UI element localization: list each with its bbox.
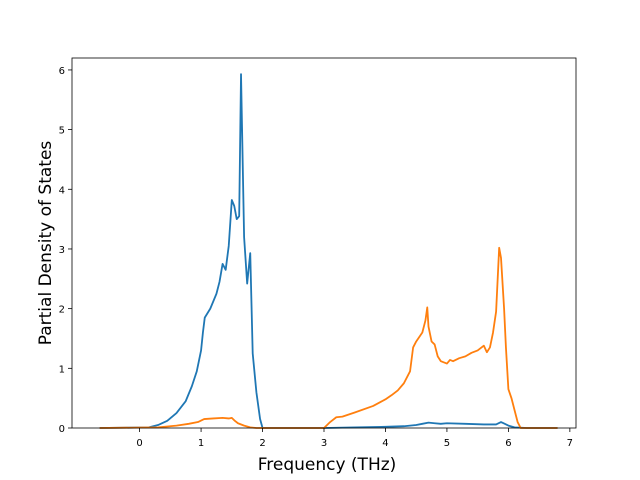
y-tick-label: 2 <box>59 305 65 316</box>
y-axis-ticks: 0 1 2 3 4 5 6 <box>59 66 72 435</box>
y-tick-label: 0 <box>59 424 65 435</box>
y-axis-label: Partial Density of States <box>36 141 56 346</box>
x-tick-label: 6 <box>505 438 511 449</box>
y-tick-label: 4 <box>59 185 65 196</box>
x-axis-ticks: 0 1 2 3 4 5 6 7 <box>136 428 573 449</box>
series-line-0 <box>99 73 558 429</box>
y-tick-label: 5 <box>59 126 65 137</box>
x-tick-label: 0 <box>136 438 142 449</box>
plot-frame <box>71 57 577 429</box>
y-tick-label: 1 <box>59 364 65 375</box>
y-tick-label: 6 <box>59 66 65 77</box>
x-tick-label: 2 <box>259 438 265 449</box>
x-tick-label: 3 <box>321 438 327 449</box>
series-line-1 <box>99 246 558 429</box>
x-tick-label: 7 <box>567 438 573 449</box>
x-tick-label: 4 <box>382 438 388 449</box>
series-layer <box>99 73 558 429</box>
y-tick-label: 3 <box>59 245 65 256</box>
x-tick-label: 5 <box>444 438 450 449</box>
plot-area-background <box>72 58 576 428</box>
x-axis-label: Frequency (THz) <box>258 455 397 475</box>
x-tick-label: 1 <box>198 438 204 449</box>
